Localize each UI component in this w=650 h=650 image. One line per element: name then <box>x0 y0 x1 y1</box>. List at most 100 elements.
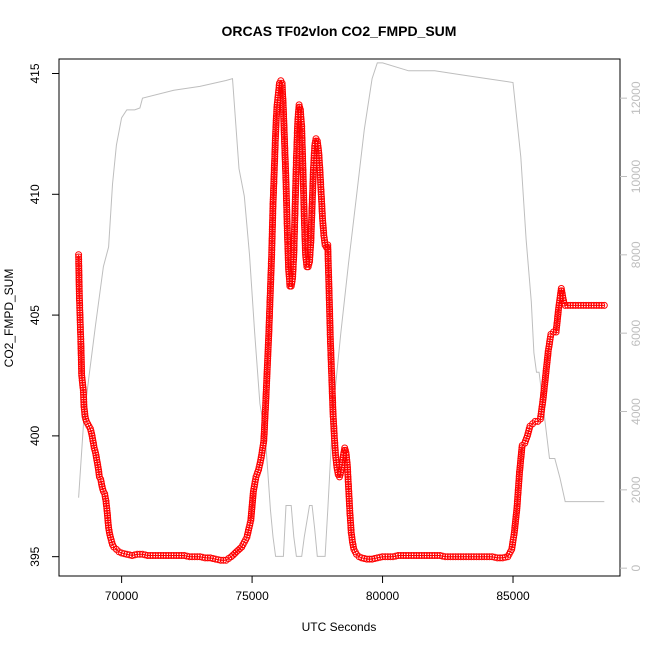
co2-point <box>346 502 353 510</box>
co2-point <box>280 131 288 139</box>
co2-point <box>279 88 286 96</box>
co2-point <box>209 555 217 562</box>
co2-point <box>104 516 112 524</box>
co2-point <box>300 194 308 202</box>
co2-point <box>75 276 83 284</box>
co2-point <box>278 86 286 94</box>
co2-point <box>326 338 334 345</box>
co2-point <box>291 200 299 208</box>
co2-point <box>75 294 83 302</box>
co2-point <box>348 536 356 544</box>
co2-point <box>325 271 333 279</box>
x-tick-label: 80000 <box>366 589 400 603</box>
co2-point <box>554 315 561 323</box>
co2-point <box>328 383 336 391</box>
co2-point <box>260 428 268 436</box>
co2-point <box>514 491 522 499</box>
co2-point <box>165 552 173 559</box>
co2-point <box>306 246 314 254</box>
co2-point <box>77 328 84 336</box>
co2-point <box>557 285 565 292</box>
co2-point <box>248 503 256 511</box>
co2-point <box>144 552 152 559</box>
co2-point <box>80 401 88 408</box>
co2-point <box>491 553 499 561</box>
co2-point <box>328 381 336 388</box>
co2-point <box>298 136 306 144</box>
co2-point <box>269 212 277 220</box>
co2-point <box>266 307 274 315</box>
co2-point <box>299 175 307 183</box>
co2-point <box>269 191 277 199</box>
co2-point <box>331 442 339 449</box>
co2-point <box>75 264 83 272</box>
co2-point <box>290 235 298 243</box>
co2-point <box>167 552 175 559</box>
y-tick-label: 400 <box>28 426 42 446</box>
co2-point <box>271 144 279 151</box>
co2-point <box>436 552 444 559</box>
co2-point <box>291 198 299 206</box>
co2-point <box>136 550 144 558</box>
co2-point <box>270 168 278 176</box>
co2-point <box>319 214 326 222</box>
co2-point <box>77 360 85 368</box>
co2-point <box>271 155 279 163</box>
co2-point <box>257 454 265 462</box>
co2-point <box>268 253 276 261</box>
co2-point <box>538 401 546 408</box>
co2-point <box>262 404 269 411</box>
co2-point <box>267 278 275 286</box>
co2-point <box>283 217 291 225</box>
co2-point <box>256 459 264 466</box>
co2-point <box>291 214 299 222</box>
co2-point <box>101 492 109 500</box>
co2-point <box>280 128 288 136</box>
co2-point <box>290 230 298 238</box>
co2-point <box>280 108 287 116</box>
co2-point <box>292 182 300 190</box>
co2-point <box>75 285 83 293</box>
co2-point <box>318 210 326 218</box>
co2-point <box>75 258 83 265</box>
co2-point <box>282 194 290 202</box>
co2-point <box>265 323 273 331</box>
co2-point <box>268 248 276 256</box>
co2-point <box>75 251 83 259</box>
co2-point <box>78 367 86 375</box>
co2-point <box>325 301 333 309</box>
co2-point <box>413 552 420 559</box>
co2-point <box>320 231 328 239</box>
co2-point <box>326 312 334 320</box>
co2-point <box>76 318 84 326</box>
co2-point <box>77 338 85 346</box>
co2-point <box>95 471 103 478</box>
co2-point <box>80 391 87 399</box>
co2-point <box>104 521 112 529</box>
co2-point <box>541 376 549 384</box>
co2-point <box>291 193 299 201</box>
altitude-series <box>78 62 605 557</box>
co2-point <box>426 552 433 559</box>
co2-point <box>308 207 316 215</box>
co2-point <box>262 392 270 400</box>
co2-point <box>300 191 308 199</box>
co2-point <box>316 164 324 172</box>
co2-point <box>309 180 317 188</box>
co2-point <box>281 144 289 152</box>
co2-point <box>541 380 549 388</box>
co2-point <box>515 477 523 485</box>
co2-point <box>314 142 322 150</box>
co2-trace <box>78 79 605 561</box>
co2-point <box>271 157 279 165</box>
co2-point <box>317 190 325 198</box>
co2-point <box>268 235 276 243</box>
co2-point <box>539 393 547 401</box>
co2-point <box>268 223 276 231</box>
co2-point <box>272 128 280 136</box>
co2-point <box>386 553 394 561</box>
co2-point <box>317 176 324 184</box>
co2-point <box>272 130 280 138</box>
co2-point <box>486 553 493 561</box>
co2-point <box>366 555 373 563</box>
